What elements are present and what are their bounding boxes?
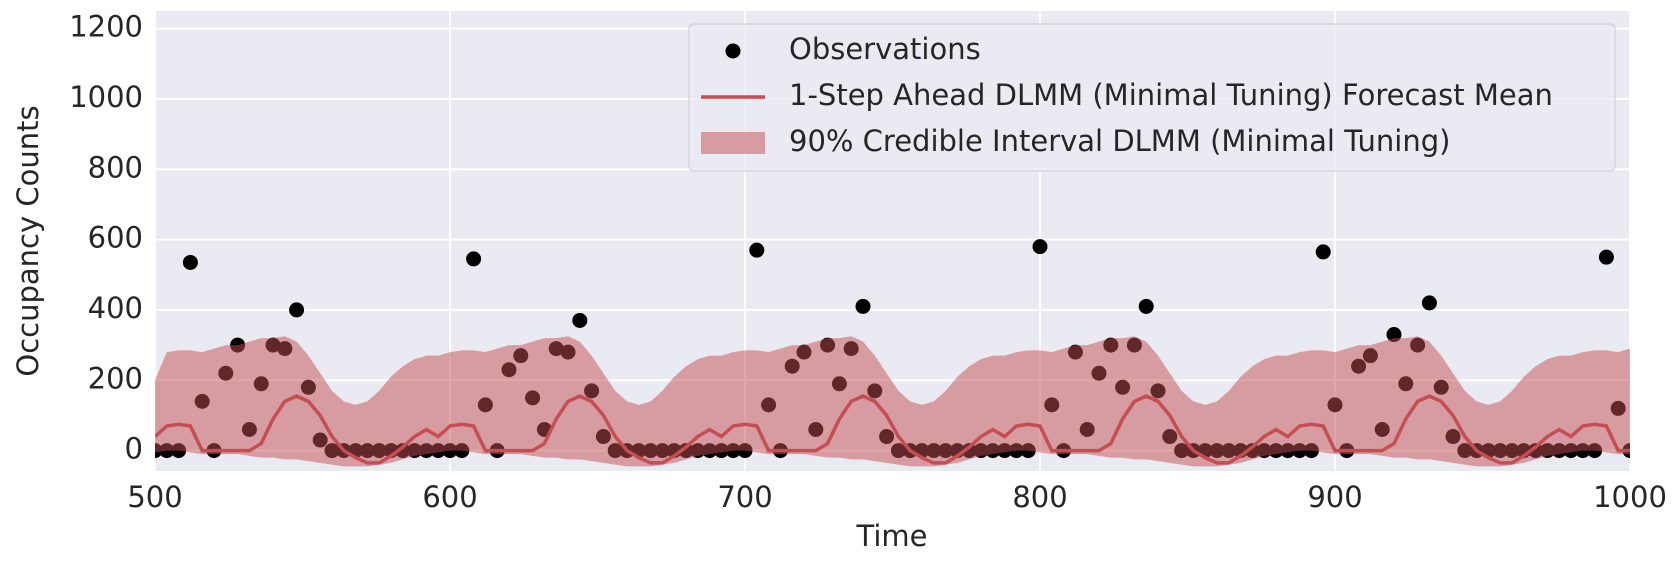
observation-point	[289, 302, 305, 318]
x-axis-label: Time	[856, 519, 928, 553]
credible-band	[155, 336, 1630, 467]
y-tick-label: 1200	[69, 10, 143, 44]
y-tick-label: 800	[88, 150, 143, 184]
observation-point	[1032, 239, 1048, 255]
legend-marker	[701, 132, 765, 154]
observation-point	[466, 251, 482, 267]
y-tick-label: 400	[88, 291, 143, 325]
x-tick-label: 1000	[1593, 480, 1667, 514]
legend-box	[688, 23, 1616, 172]
observation-point	[1421, 295, 1437, 311]
observation-point	[749, 242, 765, 258]
legend-label: 90% Credible Interval DLMM (Minimal Tuni…	[789, 124, 1450, 158]
x-tick-label: 800	[1012, 480, 1067, 514]
y-tick-label: 1000	[69, 80, 143, 114]
x-tick-label: 900	[1307, 480, 1362, 514]
y-tick-label: 600	[88, 221, 143, 255]
x-tick-label: 500	[127, 480, 182, 514]
observation-point	[1138, 298, 1154, 314]
y-tick-label: 0	[125, 432, 143, 466]
axes: 0 200 400 600 800 1000 1200 500 600 700 800 900 1000	[69, 10, 1667, 514]
observation-point	[572, 312, 588, 328]
data	[155, 239, 1630, 467]
forecast-line	[155, 394, 1630, 465]
x-tick-label: 600	[422, 480, 477, 514]
legend-label: 1-Step Ahead DLMM (Minimal Tuning) Forec…	[789, 78, 1553, 112]
y-tick-label: 200	[88, 361, 143, 395]
legend-marker	[725, 43, 741, 59]
legend: Observations 1-Step Ahead DLMM (Minimal T…	[688, 23, 1616, 172]
x-tick-label: 700	[717, 480, 772, 514]
observation-point	[1598, 249, 1614, 265]
observation-point	[855, 298, 871, 314]
observation-point	[1315, 244, 1331, 260]
y-axis-label: Occupancy Counts	[11, 105, 45, 376]
observation-point	[182, 254, 198, 270]
legend-label: Observations	[789, 32, 981, 66]
